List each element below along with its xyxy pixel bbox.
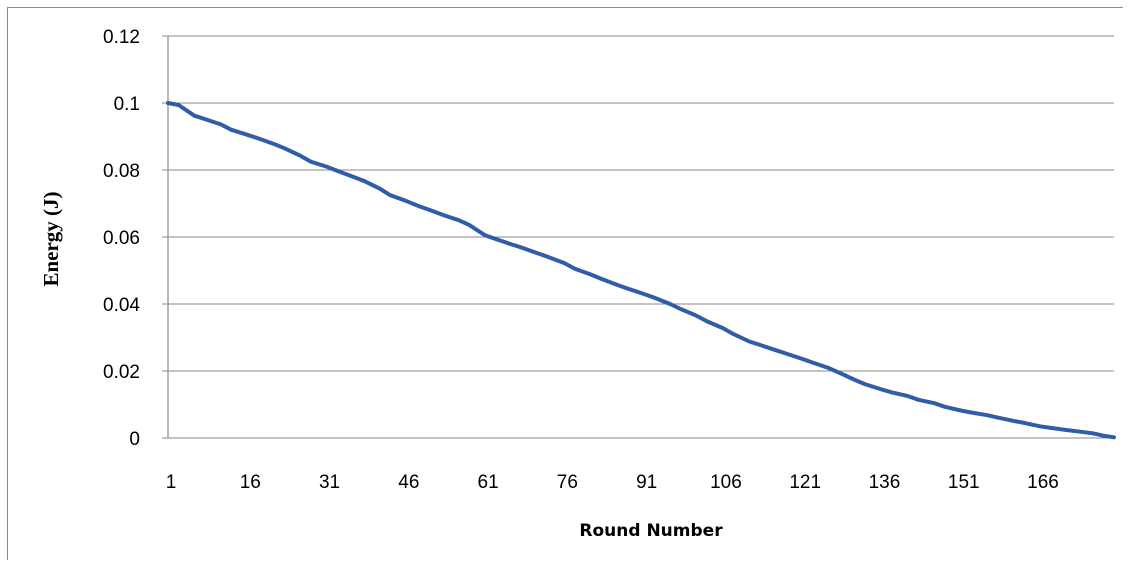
y-tick-label: 0.04 bbox=[103, 295, 140, 316]
x-tick-label: 16 bbox=[240, 472, 261, 493]
x-tick-label: 106 bbox=[710, 472, 742, 493]
y-axis-label: Energy (J) bbox=[39, 191, 63, 286]
x-tick-label: 151 bbox=[948, 472, 980, 493]
y-tick-label: 0 bbox=[129, 429, 140, 450]
y-tick-label: 0.12 bbox=[103, 27, 140, 48]
y-tick-label: 0.1 bbox=[114, 94, 140, 115]
x-tick-labels: 1 16 31 46 61 76 91 106 121 136 151 166 bbox=[166, 472, 1059, 493]
y-tick-label: 0.08 bbox=[103, 161, 140, 182]
y-tick-labels: 0 0.02 0.04 0.06 0.08 0.1 0.12 bbox=[103, 27, 140, 450]
x-tick-label: 166 bbox=[1027, 472, 1059, 493]
y-tick-label: 0.02 bbox=[103, 362, 140, 383]
x-tick-label: 91 bbox=[636, 472, 657, 493]
x-tick-label: 121 bbox=[789, 472, 821, 493]
chart-frame bbox=[7, 7, 1123, 560]
x-tick-label: 31 bbox=[319, 472, 340, 493]
x-tick-label: 76 bbox=[557, 472, 578, 493]
x-tick-label: 136 bbox=[869, 472, 901, 493]
y-tick-label: 0.06 bbox=[103, 228, 140, 249]
x-tick-label: 46 bbox=[398, 472, 419, 493]
series-line bbox=[166, 101, 1116, 440]
gridlines bbox=[162, 35, 1114, 439]
x-axis-label: Round Number bbox=[579, 521, 723, 541]
x-tick-label: 1 bbox=[166, 472, 177, 493]
x-tick-label: 61 bbox=[478, 472, 499, 493]
